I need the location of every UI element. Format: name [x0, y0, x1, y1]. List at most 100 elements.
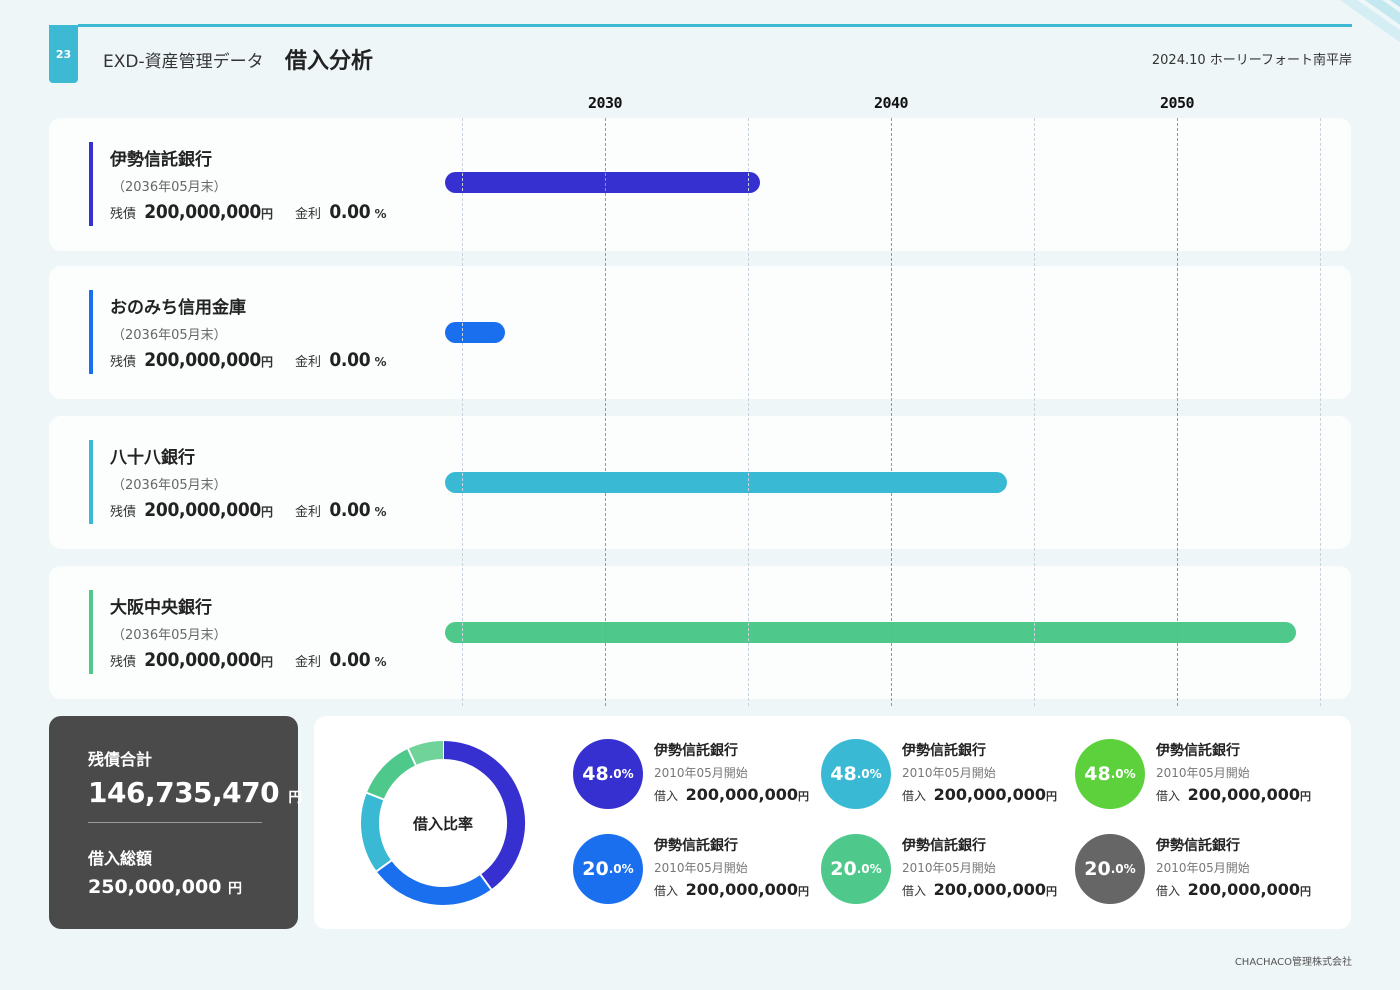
ratio-circle: 48.0% — [821, 739, 891, 809]
pct-int: 20 — [830, 858, 857, 880]
borrow-label: 借入 — [902, 789, 927, 803]
bank-name: おのみち信用金庫 — [110, 298, 246, 318]
legend-amount: 借入 200,000,000円 — [654, 785, 809, 804]
legend-start-date: 2010年05月開始 — [654, 861, 748, 875]
ratio-circle: 20.0% — [573, 834, 643, 904]
grid-line — [462, 118, 463, 706]
percent-unit: % — [374, 655, 387, 669]
total-borrow-value: 250,000,000 円 — [88, 876, 242, 898]
bank-date: （2036年05月末） — [112, 328, 227, 343]
ratio-circle: 20.0% — [1075, 834, 1145, 904]
balance-label: 残債 — [110, 207, 137, 222]
borrow-label: 借入 — [1156, 884, 1181, 898]
percent-unit: % — [374, 355, 387, 369]
row-accent — [89, 590, 93, 674]
pct-sign: % — [869, 767, 882, 781]
total-borrow-number: 250,000,000 — [88, 876, 222, 898]
yen-unit: 円 — [1300, 790, 1312, 803]
yen-unit: 円 — [261, 655, 274, 669]
legend-amount: 借入 200,000,000円 — [902, 880, 1057, 899]
ratio-legend-item: 20.0% 伊勢信託銀行 2010年05月開始 借入 200,000,000円 — [1075, 834, 1315, 914]
balance-label: 残債 — [110, 355, 137, 370]
bank-meta: 残債 200,000,000円 金利 0.00 % — [110, 499, 386, 521]
bank-date: （2036年05月末） — [112, 180, 227, 195]
pct-dec: .0 — [856, 862, 870, 876]
legend-start-date: 2010年05月開始 — [902, 766, 996, 780]
pct-int: 48 — [1084, 763, 1111, 785]
total-balance-number: 146,735,470 — [88, 776, 280, 809]
yen-unit: 円 — [1046, 790, 1058, 803]
ratio-circle: 48.0% — [1075, 739, 1145, 809]
amount-value: 200,000,000 — [685, 785, 799, 804]
rate-value: 0.00 — [329, 201, 371, 223]
pct-sign: % — [869, 862, 882, 876]
donut-segment — [408, 741, 444, 766]
loan-row: 伊勢信託銀行 （2036年05月末） 残債 200,000,000円 金利 0.0… — [49, 118, 1351, 251]
yen-unit: 円 — [288, 790, 302, 806]
bank-meta: 残債 200,000,000円 金利 0.00 % — [110, 201, 386, 223]
grid-line — [1320, 118, 1321, 706]
bank-date: （2036年05月末） — [112, 478, 227, 493]
header-date-property: 2024.10 ホーリーフォート南平岸 — [1151, 53, 1352, 68]
amount-value: 200,000,000 — [685, 880, 799, 899]
pct-sign: % — [621, 862, 634, 876]
page-number: 23 — [49, 25, 78, 83]
grid-line — [605, 118, 606, 706]
legend-amount: 借入 200,000,000円 — [1156, 880, 1311, 899]
legend-bank-name: 伊勢信託銀行 — [902, 838, 986, 854]
pct-int: 48 — [830, 763, 857, 785]
amount-value: 200,000,000 — [933, 785, 1047, 804]
balance-value: 200,000,000 — [144, 649, 262, 671]
ratio-legend-item: 48.0% 伊勢信託銀行 2010年05月開始 借入 200,000,000円 — [821, 739, 1061, 819]
balance-label: 残債 — [110, 505, 137, 520]
row-accent — [89, 290, 93, 374]
row-accent — [89, 440, 93, 524]
year-label-2050: 2050 — [1159, 94, 1195, 112]
balance-label: 残債 — [110, 655, 137, 670]
loan-row: 大阪中央銀行 （2036年05月末） 残債 200,000,000円 金利 0.0… — [49, 566, 1351, 699]
pct-sign: % — [621, 767, 634, 781]
pct-int: 20 — [1084, 858, 1111, 880]
total-borrow-label: 借入総額 — [88, 849, 153, 868]
ratio-legend-item: 20.0% 伊勢信託銀行 2010年05月開始 借入 200,000,000円 — [573, 834, 813, 914]
borrow-label: 借入 — [1156, 789, 1181, 803]
borrow-label: 借入 — [902, 884, 927, 898]
bank-name: 大阪中央銀行 — [110, 598, 212, 618]
loan-timeline-bar — [445, 322, 505, 343]
pct-dec: .0 — [608, 767, 622, 781]
summary-panel: 残債合計 146,735,470 円 借入総額 250,000,000 円 — [49, 716, 302, 929]
legend-bank-name: 伊勢信託銀行 — [654, 743, 738, 759]
ratio-legend-item: 48.0% 伊勢信託銀行 2010年05月開始 借入 200,000,000円 — [573, 739, 813, 819]
rate-label: 金利 — [295, 655, 322, 670]
rate-label: 金利 — [295, 355, 322, 370]
loan-timeline-bar — [445, 172, 760, 193]
donut-separator — [479, 873, 493, 891]
ratio-circle: 48.0% — [573, 739, 643, 809]
donut-segment — [442, 741, 525, 890]
donut-separator — [406, 747, 418, 767]
grid-line — [748, 118, 749, 706]
yen-unit: 円 — [228, 881, 243, 897]
legend-start-date: 2010年05月開始 — [1156, 861, 1250, 875]
yen-unit: 円 — [261, 207, 274, 221]
yen-unit: 円 — [261, 355, 274, 369]
legend-amount: 借入 200,000,000円 — [902, 785, 1057, 804]
grid-line — [1034, 118, 1035, 706]
ratio-donut-chart — [361, 740, 525, 905]
borrow-label: 借入 — [654, 884, 679, 898]
page-title: 借入分析 — [285, 49, 374, 74]
footer-company: CHACHACO管理株式会社 — [1234, 957, 1352, 968]
donut-segment — [376, 860, 492, 905]
ratio-panel: 借入比率 48.0% 伊勢信託銀行 2010年05月開始 借入 200,000,… — [314, 716, 1351, 929]
pct-int: 48 — [582, 763, 609, 785]
amount-value: 200,000,000 — [933, 880, 1047, 899]
rate-value: 0.00 — [329, 349, 371, 371]
legend-bank-name: 伊勢信託銀行 — [654, 838, 738, 854]
balance-value: 200,000,000 — [144, 349, 262, 371]
bank-name: 八十八銀行 — [110, 448, 195, 468]
legend-start-date: 2010年05月開始 — [654, 766, 748, 780]
pct-dec: .0 — [1110, 862, 1124, 876]
legend-bank-name: 伊勢信託銀行 — [1156, 743, 1240, 759]
pct-sign: % — [1123, 862, 1136, 876]
yen-unit: 円 — [261, 505, 274, 519]
